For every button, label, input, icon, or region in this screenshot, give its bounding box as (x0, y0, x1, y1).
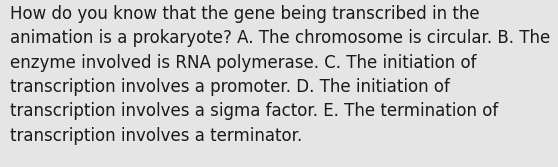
Text: How do you know that the gene being transcribed in the
animation is a prokaryote: How do you know that the gene being tran… (10, 5, 550, 144)
